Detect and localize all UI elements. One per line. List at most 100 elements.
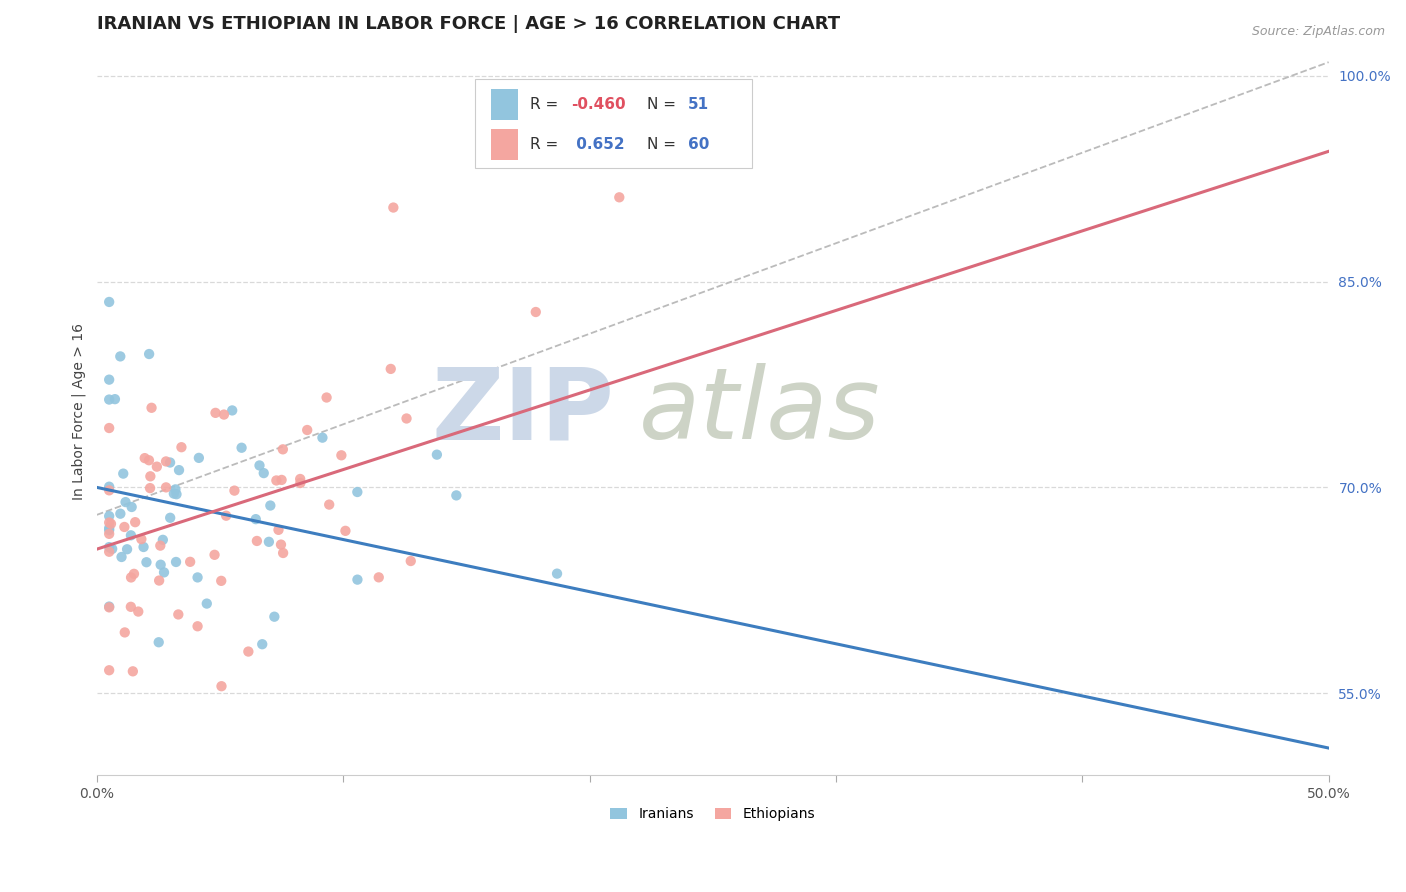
Point xyxy=(98,421,121,435)
Point xyxy=(270,538,292,552)
Point xyxy=(98,295,121,310)
Point xyxy=(110,350,132,364)
Point xyxy=(121,500,143,514)
Point xyxy=(112,467,135,481)
Point xyxy=(187,450,209,465)
Point xyxy=(271,546,294,560)
Point xyxy=(152,533,174,547)
Point xyxy=(112,520,135,534)
Text: IRANIAN VS ETHIOPIAN IN LABOR FORCE | AGE > 16 CORRELATION CHART: IRANIAN VS ETHIOPIAN IN LABOR FORCE | AG… xyxy=(97,15,839,33)
Point xyxy=(187,619,209,633)
Point xyxy=(98,516,121,530)
Point xyxy=(212,408,235,422)
Point xyxy=(335,524,357,538)
Point xyxy=(148,574,170,588)
Point xyxy=(204,548,226,562)
Point xyxy=(607,190,630,204)
Text: R =: R = xyxy=(530,97,564,112)
Point xyxy=(167,607,190,622)
Point xyxy=(231,441,253,455)
Point xyxy=(245,512,267,526)
Point xyxy=(120,570,142,584)
Text: N =: N = xyxy=(648,97,682,112)
Point xyxy=(115,542,138,557)
Point xyxy=(98,480,121,494)
Point xyxy=(187,570,209,584)
Point xyxy=(98,599,121,614)
Point xyxy=(153,566,176,580)
Point xyxy=(131,532,153,546)
Text: 0.652: 0.652 xyxy=(571,136,624,152)
Point xyxy=(98,545,121,559)
Point xyxy=(146,459,169,474)
Point xyxy=(252,637,274,651)
Point xyxy=(121,665,143,679)
Point xyxy=(134,451,156,466)
Legend: Iranians, Ethiopians: Iranians, Ethiopians xyxy=(605,802,821,827)
Point xyxy=(271,442,294,457)
Point xyxy=(259,499,281,513)
Point xyxy=(167,463,190,477)
Point xyxy=(426,448,449,462)
Point xyxy=(110,549,132,564)
Point xyxy=(114,495,136,509)
Point xyxy=(98,373,121,387)
Point xyxy=(165,483,187,497)
Point xyxy=(238,644,260,658)
Point xyxy=(266,474,288,488)
Point xyxy=(138,453,160,467)
Point xyxy=(98,663,121,677)
Point xyxy=(399,554,422,568)
Point xyxy=(267,523,290,537)
Point xyxy=(290,472,312,486)
Point xyxy=(215,508,238,523)
Point xyxy=(100,516,122,531)
Point xyxy=(98,483,121,498)
Point xyxy=(346,485,368,500)
Point xyxy=(149,558,172,572)
Point xyxy=(395,411,418,425)
Text: 60: 60 xyxy=(688,136,710,152)
Point xyxy=(382,201,405,215)
Point xyxy=(139,469,162,483)
Point xyxy=(120,528,142,542)
Point xyxy=(179,555,201,569)
Point xyxy=(346,573,368,587)
Text: R =: R = xyxy=(530,136,564,152)
Point xyxy=(135,555,157,569)
Point xyxy=(367,570,389,584)
Point xyxy=(148,635,170,649)
Point xyxy=(138,347,160,361)
Point xyxy=(270,473,292,487)
Text: N =: N = xyxy=(648,136,682,152)
Point xyxy=(290,475,312,490)
Point xyxy=(209,574,232,588)
Point xyxy=(165,555,187,569)
Point xyxy=(98,540,121,554)
Text: -0.460: -0.460 xyxy=(571,97,626,112)
Point xyxy=(224,483,246,498)
Point xyxy=(195,597,218,611)
Y-axis label: In Labor Force | Age > 16: In Labor Force | Age > 16 xyxy=(72,324,86,500)
Point xyxy=(98,600,121,615)
Point xyxy=(204,406,226,420)
Point xyxy=(546,566,568,581)
Point xyxy=(98,521,121,535)
Point xyxy=(114,625,136,640)
Point xyxy=(101,541,124,556)
Point xyxy=(170,440,193,454)
Point xyxy=(263,609,285,624)
Point xyxy=(132,540,155,554)
Point xyxy=(524,305,547,319)
Point xyxy=(249,458,271,473)
Point xyxy=(211,679,233,693)
Point xyxy=(98,526,121,541)
Point xyxy=(155,480,177,494)
Point xyxy=(122,566,145,581)
Point xyxy=(159,456,181,470)
Point xyxy=(166,487,188,501)
Point xyxy=(149,539,172,553)
Point xyxy=(221,403,243,417)
Point xyxy=(110,507,132,521)
Point xyxy=(139,481,162,495)
